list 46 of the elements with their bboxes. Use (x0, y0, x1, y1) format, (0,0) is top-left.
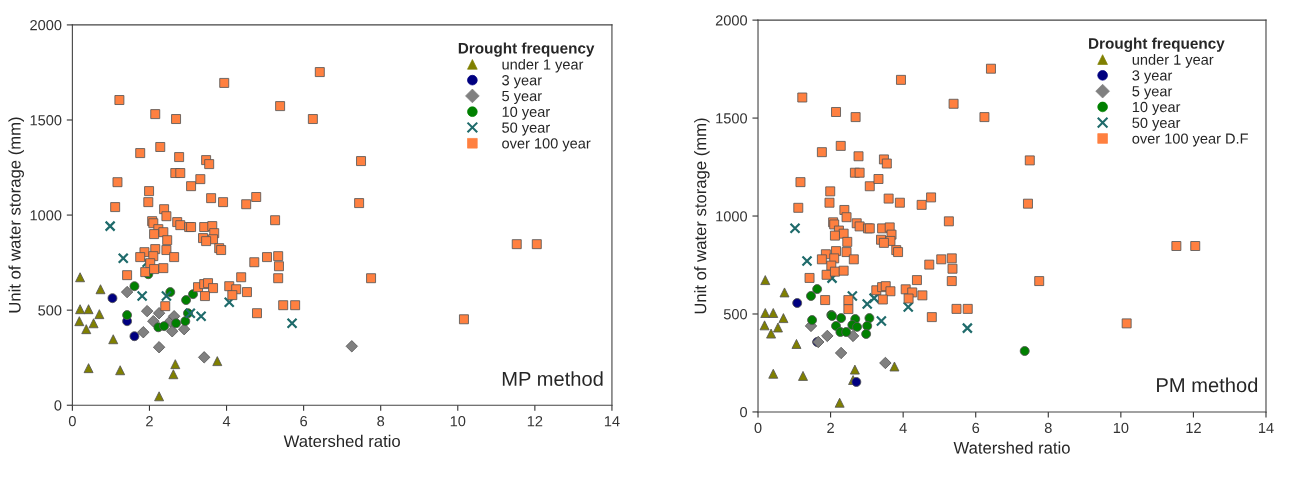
legend-label: 3 year (502, 75, 542, 89)
legend-title: Drought frequency (458, 42, 595, 57)
legend-label: 3 year (1132, 70, 1173, 84)
y-tick-label: 500 (38, 305, 62, 316)
y-tick-label: 2000 (30, 20, 62, 31)
y-tick-label: 1500 (716, 113, 748, 124)
legend-label: over 100 year (502, 138, 591, 152)
legend-label: 5 year (502, 91, 542, 105)
legend-title: Drought frequency (1089, 37, 1225, 52)
legend-label: 5 year (1132, 86, 1173, 100)
y-tick-label: 500 (723, 309, 748, 320)
x-tick-label: 6 (972, 422, 980, 434)
x-tick-label: 14 (604, 416, 620, 427)
legend-label: 10 year (1132, 101, 1181, 116)
x-tick-label: 0 (754, 422, 762, 434)
x-tick-label: 12 (527, 416, 543, 427)
y-tick-label: 2000 (715, 15, 748, 26)
legend-label: 50 year (1132, 117, 1181, 131)
x-tick-label: 10 (450, 416, 466, 427)
x-tick-label: 8 (377, 416, 385, 427)
x-tick-label: 4 (899, 422, 907, 433)
x-axis-title: Watershed ratio (953, 441, 1070, 454)
x-tick-label: 0 (68, 416, 76, 427)
y-axis-title: Unit of water storage (mm) (8, 117, 24, 313)
x-axis-title: Watershed ratio (283, 434, 400, 448)
y-tick-label: 0 (54, 400, 62, 411)
x-tick-label: 8 (1044, 422, 1052, 434)
x-tick-label: 2 (146, 416, 153, 427)
y-tick-label: 1500 (30, 115, 62, 126)
x-tick-label: 10 (1113, 422, 1129, 434)
x-tick-label: 4 (222, 416, 231, 427)
y-axis-title: Unit of water storage (mm) (694, 118, 710, 314)
x-tick-label: 6 (300, 416, 308, 427)
annotation: MP method (502, 371, 603, 387)
x-tick-label: 12 (1186, 422, 1201, 433)
legend-label: under 1 year (502, 58, 584, 73)
annotation: PM method (1157, 377, 1258, 393)
x-tick-label: 2 (827, 422, 834, 433)
legend-label: 50 year (502, 122, 550, 136)
legend-label: under 1 year (1132, 54, 1214, 68)
y-tick-label: 0 (740, 407, 748, 418)
y-tick-label: 1000 (30, 210, 62, 221)
legend-label: 10 year (502, 106, 550, 120)
legend-label: over 100 year D.F (1132, 133, 1248, 147)
y-tick-label: 1000 (716, 211, 748, 222)
x-tick-label: 14 (1258, 422, 1274, 433)
